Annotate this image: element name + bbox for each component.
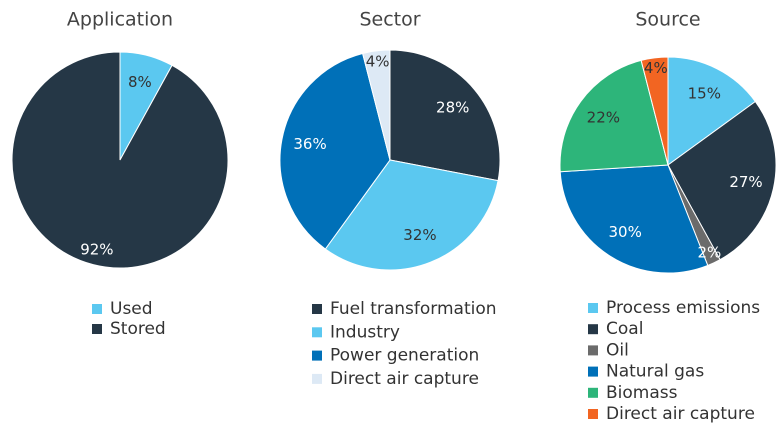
chart-title: Application (67, 9, 173, 31)
legend-label: Used (110, 299, 153, 319)
legend-label: Natural gas (606, 362, 704, 382)
legend-swatch (588, 324, 598, 335)
data-label: 8% (128, 73, 152, 91)
legend-swatch (588, 345, 598, 356)
data-label: 92% (80, 240, 113, 258)
data-label: 30% (609, 223, 642, 241)
legend-swatch (312, 350, 322, 361)
pie-slice (279, 52, 391, 250)
legend-label: Process emissions (606, 298, 760, 318)
legend-swatch (312, 327, 322, 338)
legend-label: Direct air capture (606, 404, 755, 424)
data-label: 32% (403, 226, 436, 244)
data-label: 4% (644, 59, 668, 77)
legend-swatch (588, 387, 598, 398)
pie-slice (324, 159, 499, 271)
legend-swatch (92, 304, 102, 314)
data-label: 2% (697, 243, 721, 261)
pie-slice (389, 49, 501, 182)
pie-slice (667, 100, 777, 261)
data-label: 22% (587, 109, 620, 127)
legend-label: Power generation (330, 346, 479, 366)
legend-label: Oil (606, 340, 629, 360)
chart-title: Sector (359, 9, 420, 31)
pie-slice (667, 56, 757, 166)
legend-label: Biomass (606, 383, 678, 403)
data-label: 28% (436, 99, 469, 117)
data-label: 4% (366, 52, 390, 70)
pie-slice (559, 164, 709, 274)
legend-label: Coal (606, 319, 643, 339)
legend-swatch (588, 409, 598, 419)
legend-label: Fuel transformation (330, 299, 497, 319)
legend-label: Direct air capture (330, 369, 479, 389)
pie-slice (559, 59, 669, 173)
legend-swatch (312, 373, 322, 384)
legend-swatch (588, 303, 598, 313)
pie-slice (11, 51, 229, 269)
pie-slice (640, 56, 669, 166)
data-label: 36% (293, 135, 326, 153)
pie-slice (362, 49, 391, 161)
legend-label: Stored (110, 319, 166, 339)
chart-title: Source (635, 9, 700, 31)
legend-label: Industry (330, 322, 400, 342)
legend-swatch (588, 366, 598, 377)
data-label: 27% (729, 173, 762, 191)
data-label: 15% (688, 84, 721, 102)
legend-swatch (92, 324, 102, 334)
legend-swatch (312, 304, 322, 314)
